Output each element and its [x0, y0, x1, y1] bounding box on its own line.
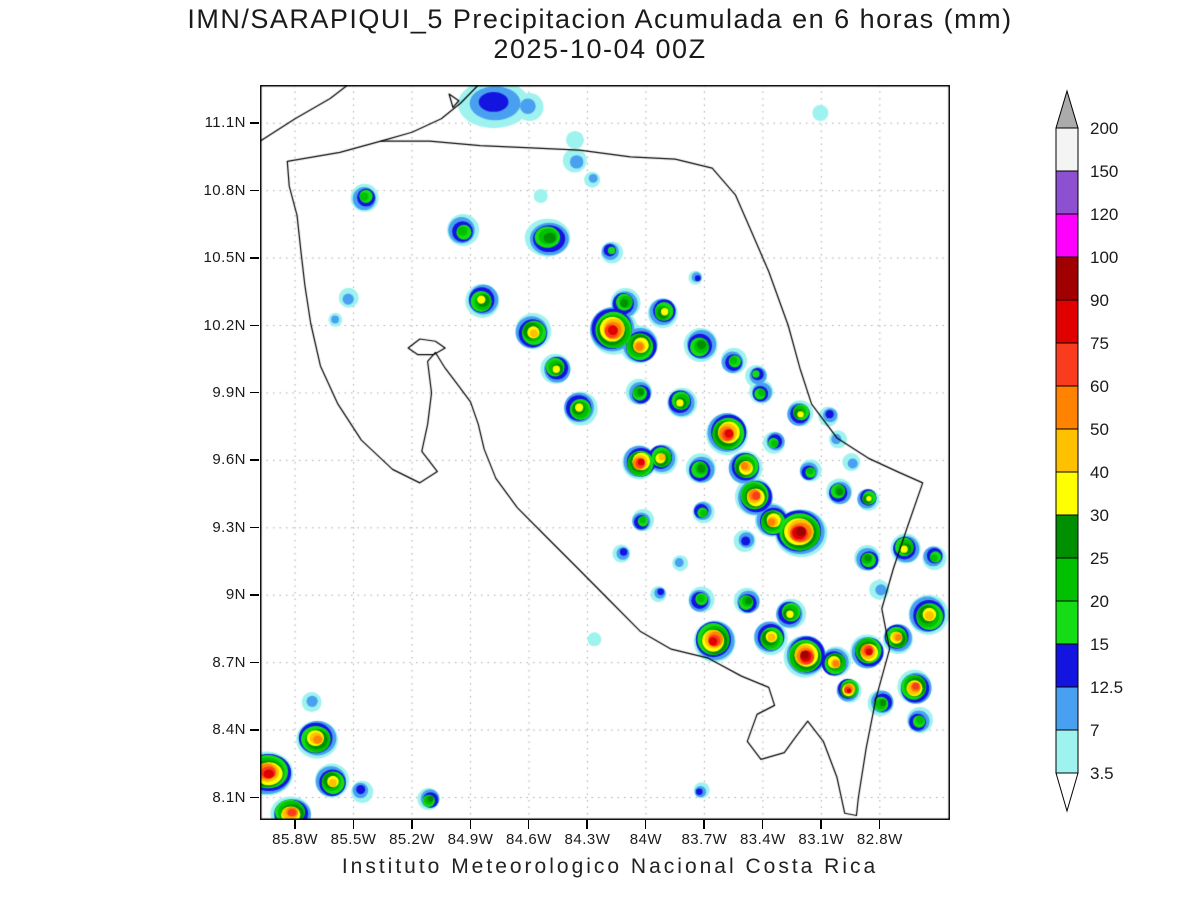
colorbar-svg: 200 150 120 100 90 75 60 50 40 30 25 20 15 12.5 7 3.5 [1055, 89, 1123, 813]
precipitation-map-canvas [260, 85, 950, 820]
lon-tick-mark [820, 820, 822, 829]
colorbar-label: 20 [1090, 592, 1109, 611]
lon-tick-mark [469, 820, 471, 829]
colorbar-band [1055, 342, 1079, 387]
colorbar-label: 3.5 [1090, 764, 1114, 783]
lon-tick-mark [761, 820, 764, 829]
lon-tick-label: 85.5W [330, 831, 377, 848]
lon-tick-label: 84.3W [564, 831, 611, 848]
colorbar-over-arrow [1055, 89, 1079, 129]
colorbar-label: 40 [1090, 463, 1109, 482]
lon-tick-mark [294, 820, 296, 829]
lon-tick-mark [644, 820, 647, 829]
lon-tick-label: 84W [629, 831, 663, 848]
lat-tick-mark [250, 122, 259, 124]
lat-tick-mark [250, 189, 259, 192]
lat-tick-label: 9.6N [212, 451, 246, 469]
footer-credit: Instituto Meteorologico Nacional Costa R… [341, 855, 879, 878]
lon-tick-label: 85.2W [389, 831, 435, 848]
colorbar-label: 12.5 [1090, 678, 1123, 697]
colorbar-label: 75 [1090, 334, 1109, 353]
lat-tick-label: 9.3N [212, 518, 246, 536]
colorbar-band [1055, 428, 1079, 473]
colorbar-label: 25 [1090, 549, 1109, 568]
chart-title: IMN/SARAPIQUI_5 Precipitacion Acumulada … [187, 4, 1013, 34]
lat-tick-label: 8.4N [212, 721, 246, 739]
lat-tick-mark [250, 594, 259, 596]
lon-tick-label: 84.6W [506, 831, 552, 848]
colorbar-label: 50 [1090, 420, 1109, 439]
lon-tick-label: 83.4W [739, 831, 786, 848]
colorbar-legend: 200 150 120 100 90 75 60 50 40 30 25 20 15 12.5 7 3.5 [1054, 88, 1174, 828]
colorbar-label: 7 [1090, 721, 1099, 740]
lat-tick-label: 10.2N [203, 316, 246, 334]
colorbar-band [1055, 557, 1079, 602]
colorbar-band [1055, 127, 1079, 172]
lat-tick-label: 9N [225, 586, 246, 604]
lat-tick-mark [250, 257, 259, 259]
lat-tick-mark [250, 729, 259, 731]
lat-tick-label: 10.5N [203, 249, 246, 267]
colorbar-band [1055, 299, 1079, 344]
colorbar-label: 100 [1090, 248, 1118, 267]
lon-tick-label: 85.8W [272, 831, 318, 848]
lat-tick-label: 8.1N [212, 788, 246, 806]
lat-tick-mark [250, 324, 259, 326]
colorbar-band [1055, 471, 1079, 516]
lat-tick-label: 11.1N [204, 114, 246, 132]
lon-tick-mark [586, 820, 588, 829]
lat-tick-mark [250, 526, 259, 529]
lon-tick-label: 82.8W [856, 831, 903, 848]
colorbar-label: 200 [1090, 119, 1118, 138]
colorbar-label: 90 [1090, 291, 1109, 310]
lon-tick-mark [527, 820, 530, 829]
colorbar-label: 15 [1090, 635, 1109, 654]
lat-tick-mark [250, 796, 259, 799]
lon-tick-mark [878, 820, 881, 829]
lat-tick-label: 8.7N [212, 653, 246, 671]
colorbar-band [1055, 729, 1079, 774]
chart-subtitle: 2025-10-04 00Z [493, 34, 707, 64]
lon-tick-mark [411, 820, 413, 829]
lon-tick-label: 84.9W [447, 831, 494, 848]
colorbar-band [1055, 385, 1079, 430]
colorbar-under-arrow [1055, 772, 1079, 813]
lon-tick-label: 83.1W [798, 831, 845, 848]
colorbar-label: 120 [1090, 205, 1118, 224]
colorbar-band [1055, 514, 1079, 559]
colorbar-band [1055, 170, 1079, 215]
lat-tick-label: 9.9N [212, 383, 246, 401]
colorbar-band [1055, 213, 1079, 258]
lon-tick-label: 83.7W [681, 831, 728, 848]
colorbar-label: 150 [1090, 162, 1118, 181]
lat-tick-label: 10.8N [203, 181, 246, 199]
lat-tick-mark [250, 391, 259, 394]
colorbar-label: 60 [1090, 377, 1109, 396]
colorbar-band [1055, 686, 1079, 731]
lon-tick-mark [703, 820, 705, 829]
colorbar-band [1055, 600, 1079, 645]
lon-tick-mark [352, 820, 355, 829]
colorbar-band [1055, 643, 1079, 688]
lat-tick-mark [250, 661, 259, 664]
lat-tick-mark [250, 459, 259, 461]
colorbar-band [1055, 256, 1079, 301]
colorbar-label: 30 [1090, 506, 1109, 525]
